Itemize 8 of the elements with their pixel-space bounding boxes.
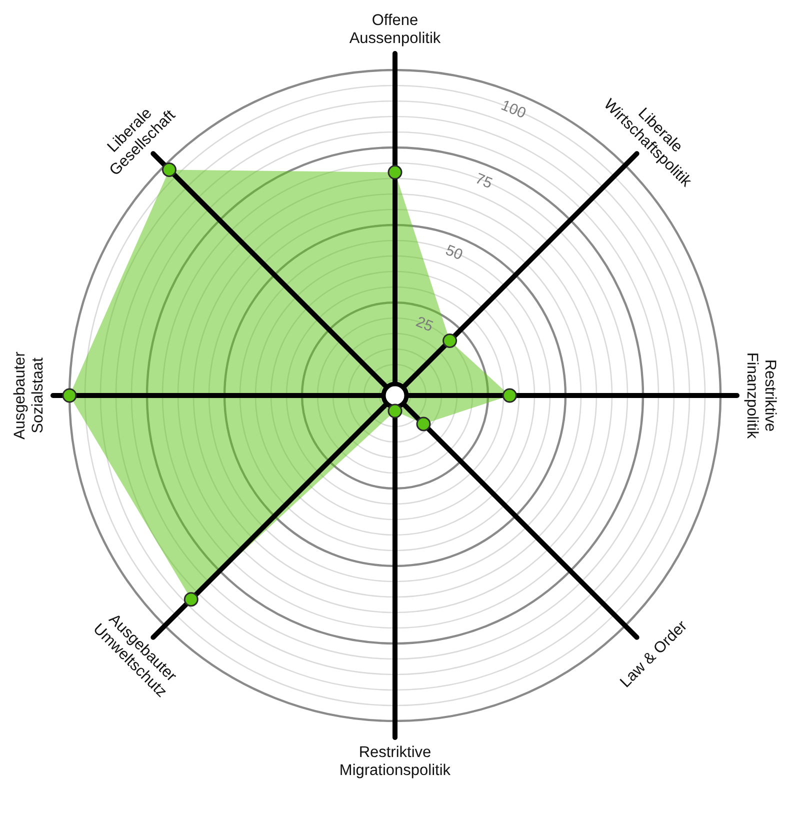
spoke-label: Ausgebauter Sozialstaat [12, 352, 46, 440]
spoke-label: Restriktive Finanzpolitik [744, 352, 778, 439]
y-tick-label: 75 [472, 170, 495, 192]
y-tick-label: 25 [414, 313, 436, 336]
y-tick-label: 100 [498, 96, 528, 122]
spoke-label: Offene Aussenpolitik [349, 12, 441, 47]
spoke-label: Restriktive Migrationspolitik [339, 744, 451, 779]
y-tick-label: 50 [443, 242, 466, 264]
